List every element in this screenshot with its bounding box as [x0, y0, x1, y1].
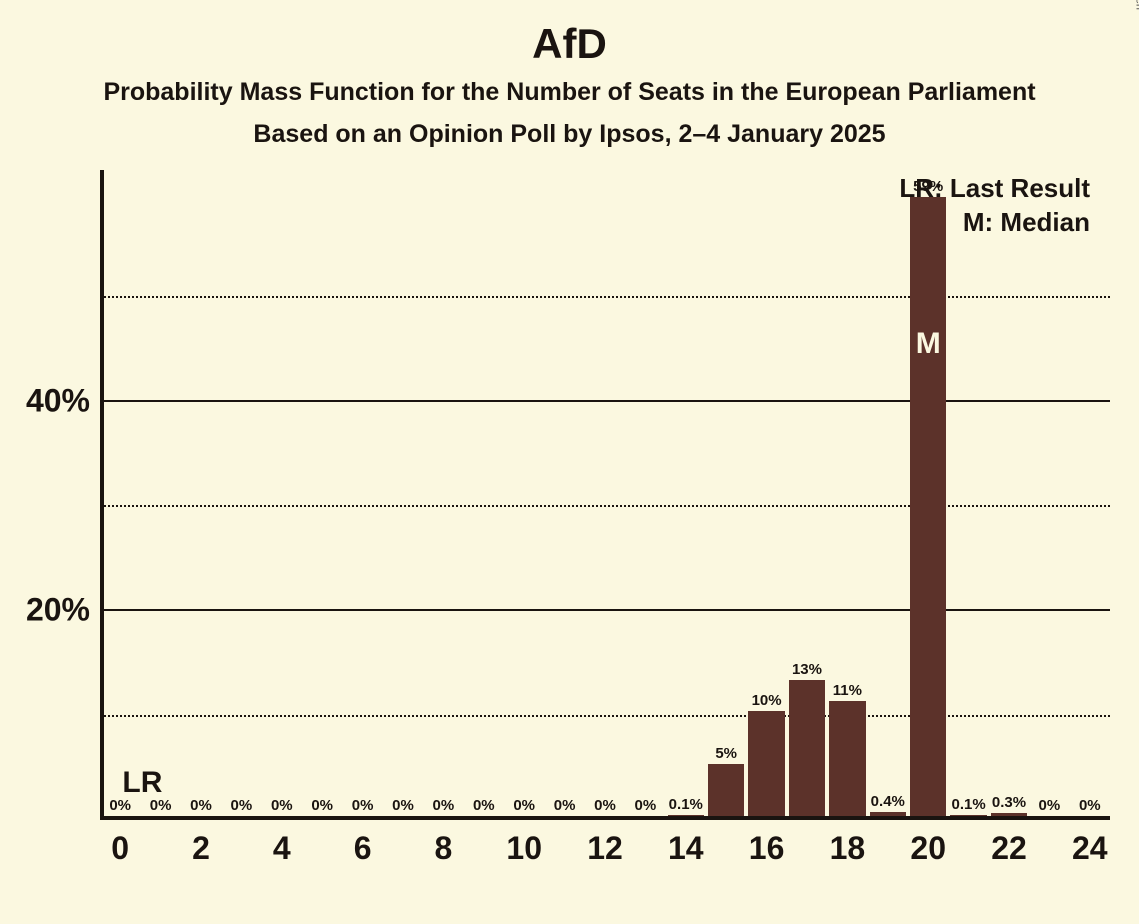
x-tick-label: 16 [749, 830, 785, 867]
bar-value-label: 0% [231, 797, 253, 814]
bar-value-label: 59% [913, 178, 943, 195]
x-tick-label: 12 [587, 830, 623, 867]
y-tick-label: 20% [26, 592, 90, 629]
plot-area: LR: Last Result M: Median 20%40%02468101… [100, 170, 1110, 820]
y-axis [100, 170, 104, 820]
bar-value-label: 0% [635, 797, 657, 814]
x-tick-label: 18 [830, 830, 866, 867]
bar-value-label: 0% [513, 797, 535, 814]
bar-value-label: 0% [433, 797, 455, 814]
bar-value-label: 0% [311, 797, 333, 814]
gridline-minor [100, 296, 1110, 298]
bar: 10% [748, 711, 784, 816]
bar: 59%M [910, 197, 946, 816]
x-tick-label: 6 [354, 830, 372, 867]
x-tick-label: 0 [111, 830, 129, 867]
bar-value-label: 0% [352, 797, 374, 814]
bar-value-label: 0% [594, 797, 616, 814]
gridline-minor [100, 715, 1110, 717]
bar-value-label: 5% [715, 745, 737, 762]
x-tick-label: 22 [991, 830, 1027, 867]
bar-value-label: 0% [1039, 797, 1061, 814]
bar: 11% [829, 701, 865, 816]
bar-value-label: 0.1% [669, 796, 703, 813]
median-mark: M [916, 327, 941, 361]
bar-value-label: 0% [190, 797, 212, 814]
x-tick-label: 10 [506, 830, 542, 867]
x-tick-label: 24 [1072, 830, 1108, 867]
bar-value-label: 0% [554, 797, 576, 814]
bar-value-label: 0% [271, 797, 293, 814]
x-tick-label: 8 [434, 830, 452, 867]
bar-value-label: 0% [392, 797, 414, 814]
bar-value-label: 0.3% [992, 794, 1026, 811]
gridline-minor [100, 505, 1110, 507]
bar-value-label: 11% [833, 682, 862, 699]
chart-title: AfD [0, 20, 1139, 68]
y-tick-label: 40% [26, 382, 90, 419]
bar: 13% [789, 680, 825, 816]
x-axis [100, 816, 1110, 820]
x-tick-label: 20 [910, 830, 946, 867]
bar-value-label: 0.1% [951, 796, 985, 813]
bar: 5% [708, 764, 744, 816]
bar-value-label: 0% [1079, 797, 1101, 814]
subtitle-1: Probability Mass Function for the Number… [0, 78, 1139, 107]
subtitle-2: Based on an Opinion Poll by Ipsos, 2–4 J… [0, 120, 1139, 149]
gridline-major [100, 609, 1110, 611]
x-tick-label: 2 [192, 830, 210, 867]
last-result-mark: LR [122, 766, 162, 800]
bar-value-label: 0.4% [871, 793, 905, 810]
copyright: © 2025 Filip van Laenen [1133, 0, 1139, 10]
bar-value-label: 0% [473, 797, 495, 814]
gridline-major [100, 400, 1110, 402]
bar-value-label: 10% [752, 692, 782, 709]
x-tick-label: 14 [668, 830, 704, 867]
bar-value-label: 13% [792, 661, 822, 678]
x-tick-label: 4 [273, 830, 291, 867]
